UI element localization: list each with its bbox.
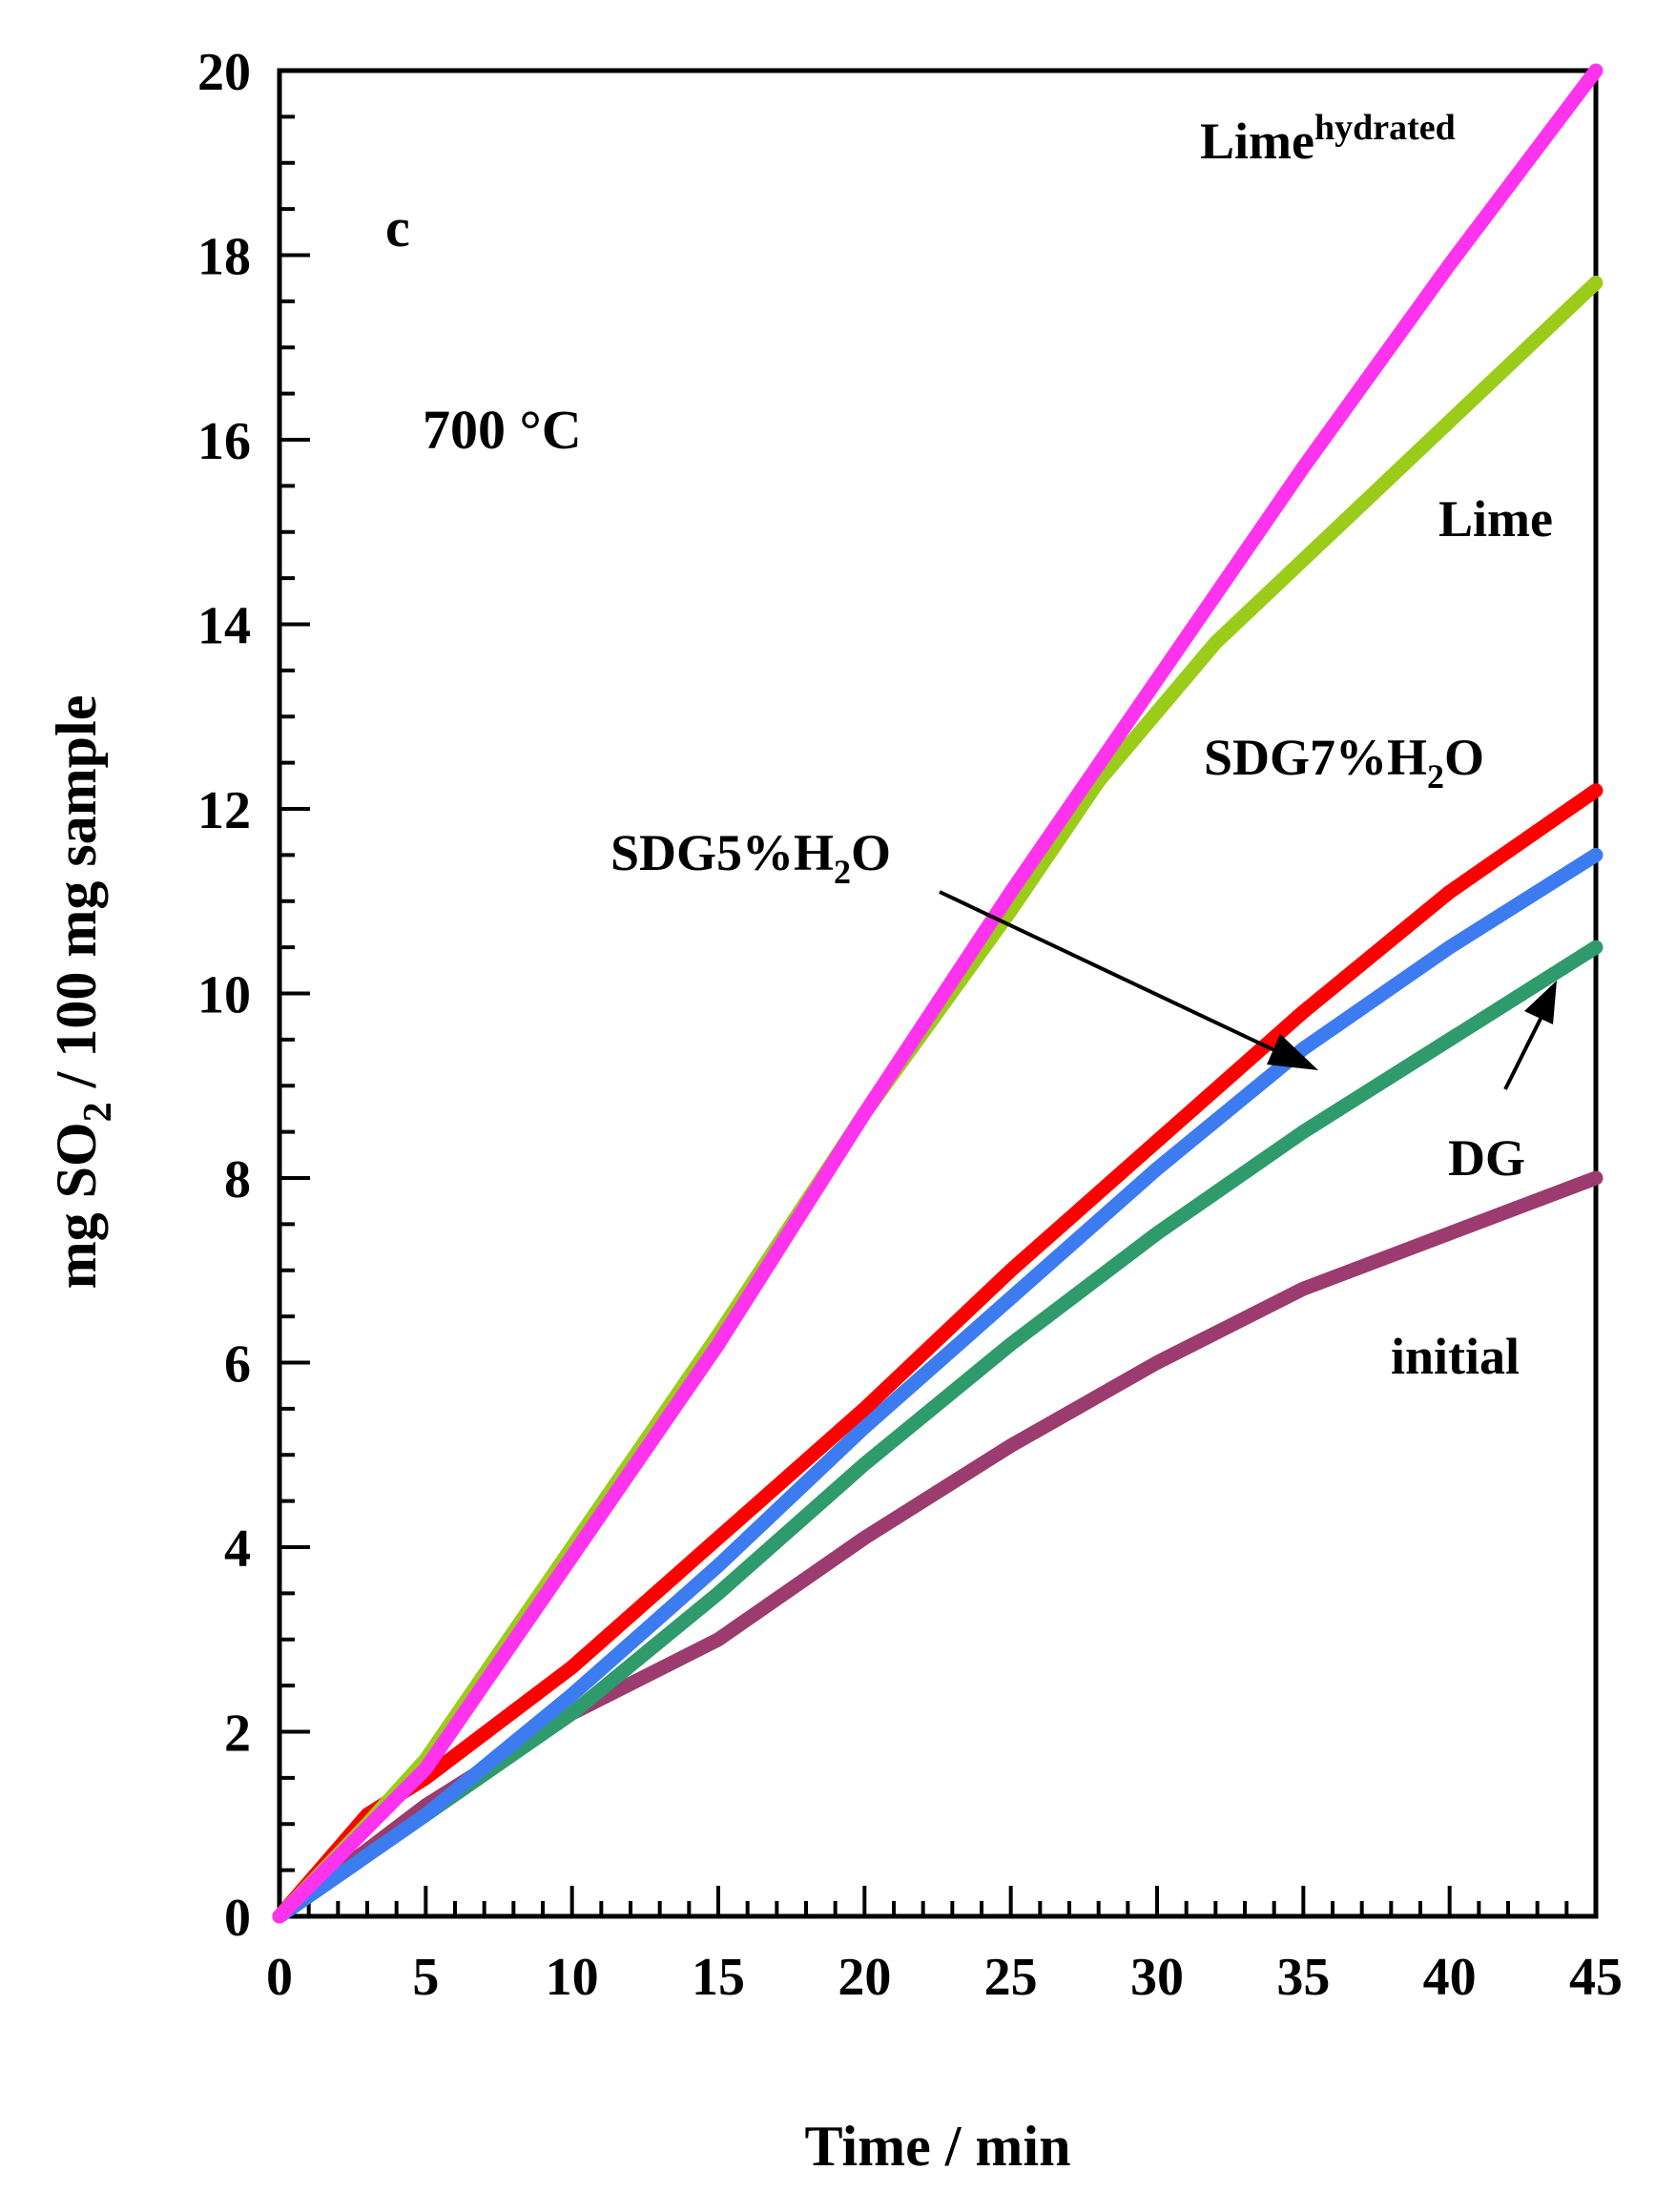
y-tick-label: 18	[197, 228, 251, 287]
x-tick-label: 0	[266, 1948, 293, 2007]
label-sdg5-suffix: O	[851, 824, 891, 881]
x-tick-label: 35	[1276, 1948, 1330, 2007]
y-axis-title-prefix: mg SO	[45, 1122, 108, 1289]
y-axis-title-sub: 2	[76, 1102, 120, 1122]
arrowhead-sdg5	[1267, 1034, 1318, 1070]
label-lime-hydrated-base: Lime	[1200, 113, 1314, 170]
label-lime: Lime	[1438, 490, 1553, 548]
series-line-lime-hydrated	[272, 63, 1604, 1924]
tick-marks	[278, 69, 1598, 1918]
y-tick-label: 4	[224, 1519, 251, 1579]
label-initial: initial	[1391, 1328, 1520, 1385]
x-tick-label: 5	[412, 1948, 439, 2007]
label-sdg5-prefix: SDG5%H	[610, 824, 834, 881]
label-lime-hydrated: Limehydrated	[1200, 108, 1456, 170]
arrowhead-dg	[1524, 981, 1557, 1024]
y-axis-title-suffix: / 100 mg sample	[45, 695, 108, 1103]
y-tick-label: 6	[224, 1335, 251, 1395]
x-tick-label: 15	[692, 1948, 745, 2007]
x-tick-label: 40	[1423, 1948, 1477, 2007]
arrow-dg	[1503, 1008, 1547, 1090]
temperature-label: 700 °C	[423, 399, 582, 461]
y-tick-label: 20	[197, 43, 251, 102]
label-sdg7-prefix: SDG7%H	[1204, 729, 1427, 786]
y-axis-title: mg SO2 / 100 mg sample	[45, 695, 120, 1290]
y-tick-label: 14	[197, 597, 251, 656]
label-lime-hydrated-sup: hydrated	[1314, 108, 1456, 148]
x-tick-label: 25	[984, 1948, 1038, 2007]
x-axis-title: Time / min	[805, 2115, 1071, 2178]
y-tick-label: 8	[224, 1150, 251, 1209]
arrow-sdg5	[939, 890, 1277, 1053]
series-line-sdg5-h2o	[272, 847, 1604, 1924]
x-tick-label: 10	[546, 1948, 599, 2007]
y-tick-label: 2	[224, 1705, 251, 1764]
x-tick-label: 45	[1569, 1948, 1623, 2007]
label-sdg5: SDG5%H2O	[610, 824, 891, 891]
y-tick-label: 16	[197, 412, 251, 471]
x-tick-label: 30	[1130, 1948, 1184, 2007]
x-tick-label: 20	[838, 1948, 891, 2007]
label-sdg7-suffix: O	[1444, 729, 1484, 786]
label-sdg7: SDG7%H2O	[1204, 729, 1484, 796]
series-lines	[272, 63, 1604, 1924]
tick-labels: 0 5 10 15 20 25 30 35 40 45 0 2 4 6 8 10 12 14 16 18 20	[197, 43, 1623, 2007]
series-line-dg	[272, 940, 1604, 1924]
y-tick-label: 12	[197, 781, 251, 840]
annotation-arrows	[939, 890, 1557, 1090]
y-tick-label: 0	[224, 1889, 251, 1948]
label-sdg7-sub: 2	[1427, 757, 1444, 796]
panel-label: c	[385, 196, 410, 258]
label-sdg5-sub: 2	[834, 853, 851, 891]
y-tick-label: 10	[197, 966, 251, 1025]
label-dg: DG	[1448, 1129, 1525, 1187]
